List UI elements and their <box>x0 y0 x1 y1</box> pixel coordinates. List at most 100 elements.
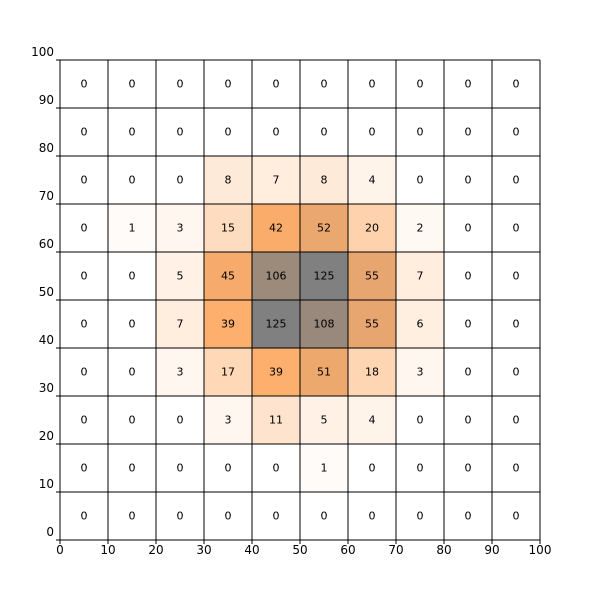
cell-value-label: 0 <box>321 510 328 523</box>
heatmap-cell <box>396 492 444 540</box>
heatmap-cell <box>204 396 252 444</box>
heatmap-cells <box>60 60 540 540</box>
cell-value-label: 42 <box>269 222 283 235</box>
heatmap-cell <box>252 252 300 300</box>
heatmap-cell <box>108 444 156 492</box>
heatmap-cell <box>60 492 108 540</box>
cell-value-label: 0 <box>129 270 136 283</box>
cell-value-label: 0 <box>129 366 136 379</box>
heatmap-cell <box>60 300 108 348</box>
y-tick-label: 70 <box>39 189 54 203</box>
heatmap-cell <box>396 444 444 492</box>
heatmap-cell <box>444 300 492 348</box>
heatmap-cell <box>204 108 252 156</box>
heatmap-cell <box>396 300 444 348</box>
heatmap-cell <box>492 444 540 492</box>
cell-value-label: 0 <box>369 126 376 139</box>
heatmap-cell <box>60 156 108 204</box>
cell-value-label: 0 <box>129 78 136 91</box>
cell-value-label: 0 <box>81 462 88 475</box>
heatmap-cell <box>300 396 348 444</box>
cell-value-label: 0 <box>81 318 88 331</box>
heatmap-cell <box>108 108 156 156</box>
cell-value-label: 0 <box>465 462 472 475</box>
heatmap-cell <box>252 300 300 348</box>
heatmap-cell <box>300 348 348 396</box>
heatmap-cell <box>300 300 348 348</box>
heatmap-cell <box>444 252 492 300</box>
heatmap-cell <box>300 108 348 156</box>
cell-value-label: 3 <box>177 366 184 379</box>
cell-value-label: 0 <box>513 318 520 331</box>
cell-value-label: 0 <box>465 174 472 187</box>
cell-value-label: 0 <box>465 318 472 331</box>
cell-value-label: 15 <box>221 222 235 235</box>
cell-value-label: 0 <box>513 174 520 187</box>
x-axis: 0 10 20 30 40 50 60 70 80 90 100 <box>56 540 551 557</box>
heatmap-cell <box>300 492 348 540</box>
y-tick-label: 60 <box>39 237 54 251</box>
heatmap-cell <box>300 156 348 204</box>
heatmap-cell <box>156 396 204 444</box>
cell-value-label: 0 <box>417 174 424 187</box>
heatmap-cell <box>444 108 492 156</box>
heatmap-cell <box>156 204 204 252</box>
cell-value-label: 0 <box>81 270 88 283</box>
heatmap-cell <box>156 492 204 540</box>
heatmap-cell <box>492 348 540 396</box>
heatmap-cell <box>156 252 204 300</box>
x-tick-label: 100 <box>529 543 552 557</box>
cell-value-label: 2 <box>417 222 424 235</box>
cell-value-label: 17 <box>221 366 235 379</box>
heatmap-cell <box>348 444 396 492</box>
x-tick-label: 60 <box>340 543 355 557</box>
heatmap-cell <box>300 60 348 108</box>
heatmap-cell <box>108 492 156 540</box>
cell-value-label: 106 <box>266 270 287 283</box>
heatmap-cell <box>492 492 540 540</box>
cell-value-label: 0 <box>369 78 376 91</box>
cell-value-label: 52 <box>317 222 331 235</box>
cell-value-label: 0 <box>465 366 472 379</box>
heatmap-grid <box>59 59 541 541</box>
cell-value-label: 0 <box>465 510 472 523</box>
cell-value-label: 0 <box>273 78 280 91</box>
cell-value-label: 0 <box>81 126 88 139</box>
heatmap-cell <box>348 108 396 156</box>
cell-value-label: 0 <box>513 414 520 427</box>
cell-value-label: 0 <box>177 126 184 139</box>
cell-value-label: 0 <box>417 78 424 91</box>
cell-value-label: 1 <box>129 222 136 235</box>
heatmap-cell <box>156 348 204 396</box>
heatmap-cell <box>444 444 492 492</box>
cell-value-label: 0 <box>417 414 424 427</box>
cell-value-label: 0 <box>321 78 328 91</box>
heatmap-cell <box>492 396 540 444</box>
cell-value-label: 0 <box>417 126 424 139</box>
cell-value-label: 39 <box>221 318 235 331</box>
heatmap-cell <box>204 300 252 348</box>
cell-value-label: 0 <box>177 510 184 523</box>
y-tick-label: 40 <box>39 333 54 347</box>
x-tick-label: 0 <box>56 543 64 557</box>
heatmap-cell <box>300 444 348 492</box>
cell-value-label: 0 <box>369 510 376 523</box>
cell-value-label: 108 <box>314 318 335 331</box>
heatmap-cell <box>492 252 540 300</box>
cell-value-label: 0 <box>81 222 88 235</box>
cell-value-label: 7 <box>177 318 184 331</box>
cell-value-label: 0 <box>225 126 232 139</box>
x-tick-label: 30 <box>196 543 211 557</box>
cell-value-label: 0 <box>177 78 184 91</box>
heatmap-cell <box>156 156 204 204</box>
cell-value-label: 6 <box>417 318 424 331</box>
heatmap-cell <box>492 204 540 252</box>
heatmap-cell <box>396 60 444 108</box>
y-tick-label: 100 <box>31 45 54 59</box>
cell-value-label: 0 <box>225 78 232 91</box>
heatmap-cell <box>60 444 108 492</box>
cell-value-label: 0 <box>225 462 232 475</box>
heatmap-cell <box>492 300 540 348</box>
y-tick-label: 20 <box>39 429 54 443</box>
